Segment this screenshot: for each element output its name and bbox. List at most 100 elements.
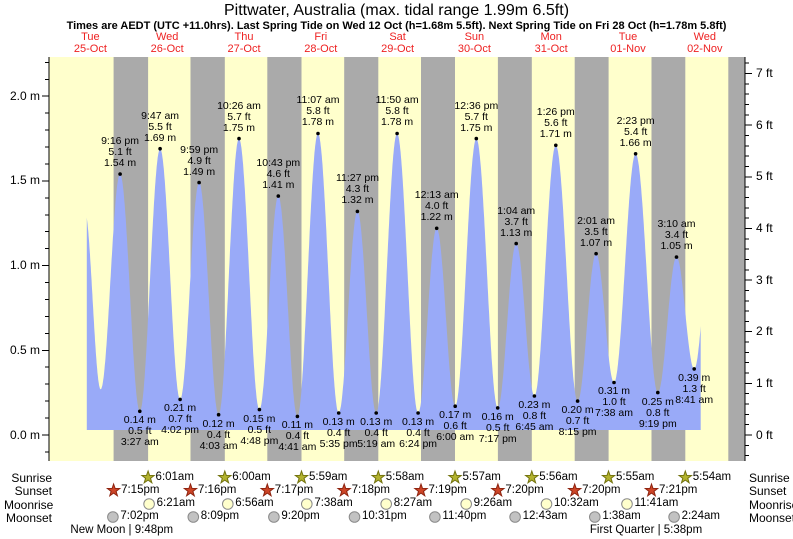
moonset-circle-icon	[589, 511, 601, 523]
tide-point-dot	[434, 226, 439, 231]
high-tide-label: 9:47 am 5.5 ft 1.69 m	[141, 109, 180, 144]
sunset-time: 7:21pm	[659, 483, 698, 496]
x-axis-day-label: Thu 27-Oct	[227, 31, 261, 55]
tide-point-dot	[395, 131, 399, 136]
moonrise-time: 8:27am	[393, 497, 433, 509]
tide-point-dot	[514, 241, 518, 246]
sunrise-star-icon	[217, 469, 233, 485]
sunset-star-icon	[182, 482, 199, 498]
sunset-star-icon	[336, 482, 352, 498]
tide-point-dot	[495, 406, 500, 410]
y-axis-label-m: 0.5 m	[9, 342, 40, 357]
sunset-star-icon	[259, 482, 275, 498]
tide-point-dot	[138, 409, 142, 414]
moonrise-time: 11:41am	[634, 497, 679, 509]
moonrise-circle-icon	[143, 498, 155, 510]
high-tide-label: 3:10 am 3.4 ft 1.05 m	[657, 218, 696, 253]
sunrise-time: 5:54am	[692, 470, 732, 483]
low-tide-label: 0.16 m 0.5 ft 7:17 pm	[478, 410, 517, 445]
moonrise-time: 10:32am	[554, 497, 599, 509]
high-tide-label: 10:26 am 5.7 ft 1.75 m	[217, 99, 261, 134]
moonset-row-label-right: Moonset	[749, 511, 793, 525]
sunrise-star-icon	[600, 469, 617, 485]
y-axis-label-ft: 7 ft	[756, 66, 773, 81]
moonrise-circle-icon	[460, 498, 473, 510]
low-tide-label: 0.25 m 0.8 ft 9:19 pm	[638, 395, 677, 430]
tide-point-dot	[197, 180, 201, 185]
tide-point-dot	[575, 399, 580, 403]
tide-point-dot	[633, 152, 638, 156]
x-axis-day-label: Tue 25-Oct	[73, 31, 107, 55]
x-axis-day-label: Wed 26-Oct	[150, 31, 184, 55]
low-tide-label: 0.39 m 1.3 ft 8:41 am	[675, 371, 714, 406]
moonset-time: 10:31pm	[361, 510, 407, 522]
sunset-time: 7:17pm	[274, 483, 314, 496]
sunset-time: 7:18pm	[351, 483, 391, 496]
y-axis-label-ft: 2 ft	[756, 324, 773, 339]
sunset-time: 7:20pm	[505, 483, 544, 496]
low-tide-label: 0.12 m 0.4 ft 4:03 am	[199, 417, 238, 452]
x-axis-day-label: Fri 28-Oct	[304, 31, 338, 55]
sunrise-time: 5:56am	[539, 470, 578, 483]
sunrise-time: 5:57am	[462, 470, 501, 483]
high-tide-label: 1:26 pm 5.6 ft 1.71 m	[536, 106, 575, 141]
low-tide-label: 0.11 m 0.4 ft 4:41 am	[278, 419, 317, 454]
y-axis-label-m: 1.5 m	[9, 173, 40, 188]
tide-curve-area	[86, 133, 701, 430]
tide-point-dot	[474, 136, 479, 141]
low-tide-label: 0.13 m 0.4 ft 5:35 pm	[319, 415, 358, 450]
moonset-circle-icon	[429, 511, 441, 523]
moonset-time: 8:09pm	[200, 510, 240, 522]
sunset-star-icon	[567, 482, 583, 498]
y-axis-label-m: 1.0 m	[9, 258, 40, 273]
sunset-star-icon	[105, 482, 122, 498]
sunset-time: 7:20pm	[582, 483, 621, 496]
sunrise-row-label-right: Sunrise	[749, 471, 790, 485]
moonrise-row-label-right: Moonrise	[749, 497, 793, 512]
low-tide-label: 0.13 m 0.4 ft 5:19 am	[357, 415, 396, 450]
sunrise-time: 5:58am	[385, 470, 425, 483]
low-tide-label: 0.13 m 0.4 ft 6:24 pm	[399, 415, 438, 450]
sunrise-star-icon	[524, 469, 540, 485]
y-axis-label-ft: 1 ft	[756, 375, 773, 390]
sunset-time: 7:15pm	[121, 483, 160, 496]
tide-point-dot	[237, 136, 241, 141]
moonset-circle-icon	[107, 511, 119, 523]
tide-point-dot	[257, 407, 262, 412]
low-tide-label: 0.31 m 1.0 ft 7:38 am	[595, 385, 633, 420]
tide-point-dot	[416, 411, 420, 415]
moonrise-circle-icon	[621, 498, 633, 510]
moonrise-circle-icon	[301, 498, 313, 510]
tide-point-dot	[336, 411, 341, 415]
tide-point-dot	[674, 255, 679, 259]
high-tide-label: 10:43 pm 4.6 ft 1.41 m	[256, 157, 301, 192]
sunrise-star-icon	[370, 469, 386, 485]
moonset-circle-icon	[509, 511, 521, 523]
y-axis-label-ft: 0 ft	[756, 427, 773, 442]
moonset-circle-icon	[187, 511, 200, 523]
tide-point-dot	[118, 172, 122, 176]
moonset-row-label-left: Moonset	[5, 511, 52, 525]
sunset-star-icon	[643, 482, 660, 498]
sunset-time: 7:19pm	[428, 483, 467, 496]
y-axis-label-m: 2.0 m	[9, 88, 40, 103]
moonset-time: 7:02pm	[120, 510, 159, 522]
high-tide-label: 11:50 am 5.8 ft 1.78 m	[375, 94, 419, 129]
high-tide-label: 11:27 pm 4.3 ft 1.32 m	[335, 172, 379, 207]
high-tide-label: 11:07 am 5.8 ft 1.78 m	[296, 94, 340, 129]
moonset-time: 11:40pm	[442, 510, 487, 522]
x-axis-day-label: Tue 01-Nov	[610, 31, 646, 55]
high-tide-label: 9:59 pm 4.9 ft 1.49 m	[180, 143, 219, 178]
moonrise-time: 6:56am	[235, 497, 274, 509]
moon-phase-label: New Moon | 9:48pm	[70, 524, 174, 536]
sunrise-row-label-left: Sunrise	[11, 471, 52, 485]
moonrise-time: 9:26am	[473, 497, 513, 509]
tide-point-dot	[178, 397, 182, 402]
tide-point-dot	[656, 390, 660, 395]
y-axis-label-ft: 3 ft	[756, 272, 773, 287]
moonrise-circle-icon	[222, 498, 234, 510]
tide-point-dot	[158, 146, 162, 151]
tide-point-dot	[355, 209, 360, 214]
